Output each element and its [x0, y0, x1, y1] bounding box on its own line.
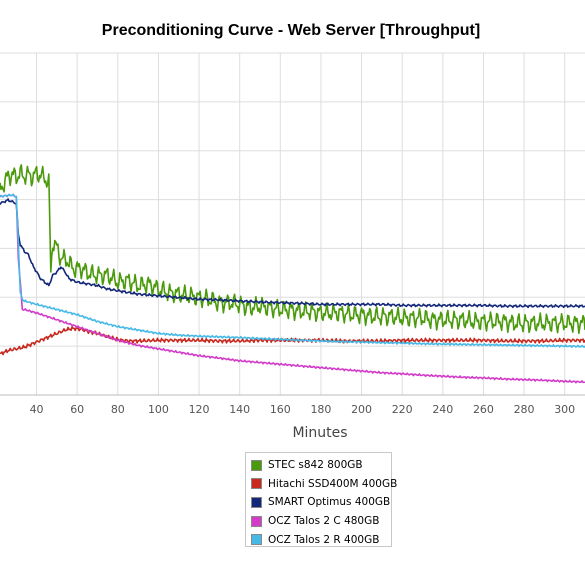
x-tick-label: 40 [30, 403, 44, 416]
x-tick-label: 260 [473, 403, 494, 416]
x-tick-label: 140 [229, 403, 250, 416]
x-tick-label: 180 [310, 403, 331, 416]
x-tick-label: 200 [351, 403, 372, 416]
x-tick-label: 240 [432, 403, 453, 416]
x-tick-label: 220 [392, 403, 413, 416]
x-tick-label: 120 [189, 403, 210, 416]
chart-title: Preconditioning Curve - Web Server [Thro… [102, 22, 480, 39]
legend-swatch [251, 534, 262, 546]
x-tick-label: 60 [70, 403, 84, 416]
legend-item: STEC s842 800GB [251, 456, 391, 475]
legend-label: STEC s842 800GB [268, 459, 363, 472]
legend-swatch [251, 496, 262, 508]
legend-label: OCZ Talos 2 C 480GB [268, 515, 380, 528]
x-tick-label: 280 [514, 403, 535, 416]
legend-item: OCZ Talos 2 C 480GB [251, 512, 391, 531]
legend-item: SMART Optimus 400GB [251, 493, 391, 512]
legend-swatch [251, 515, 262, 527]
legend-label: SMART Optimus 400GB [268, 496, 391, 509]
series-line [0, 164, 585, 335]
x-tick-label: 300 [554, 403, 575, 416]
series-layer [0, 164, 585, 384]
x-tick-label: 80 [111, 403, 125, 416]
x-tick-label: 160 [270, 403, 291, 416]
legend-label: OCZ Talos 2 R 400GB [268, 533, 380, 546]
series-line [0, 198, 585, 309]
x-tick-labels: 40 60 80 100 120 140 160 180 200 220 240 260 280 300 [30, 403, 576, 416]
legend-item: OCZ Talos 2 R 400GB [251, 530, 391, 549]
x-tick-label: 100 [148, 403, 169, 416]
series-line [0, 193, 585, 384]
legend-swatch [251, 459, 262, 471]
x-axis-title: Minutes [292, 425, 347, 441]
legend-item: Hitachi SSD400M 400GB [251, 475, 397, 494]
legend: STEC s842 800GB Hitachi SSD400M 400GB SM… [245, 452, 397, 549]
legend-swatch [251, 478, 262, 490]
legend-label: Hitachi SSD400M 400GB [268, 477, 398, 490]
series-line [0, 193, 585, 349]
